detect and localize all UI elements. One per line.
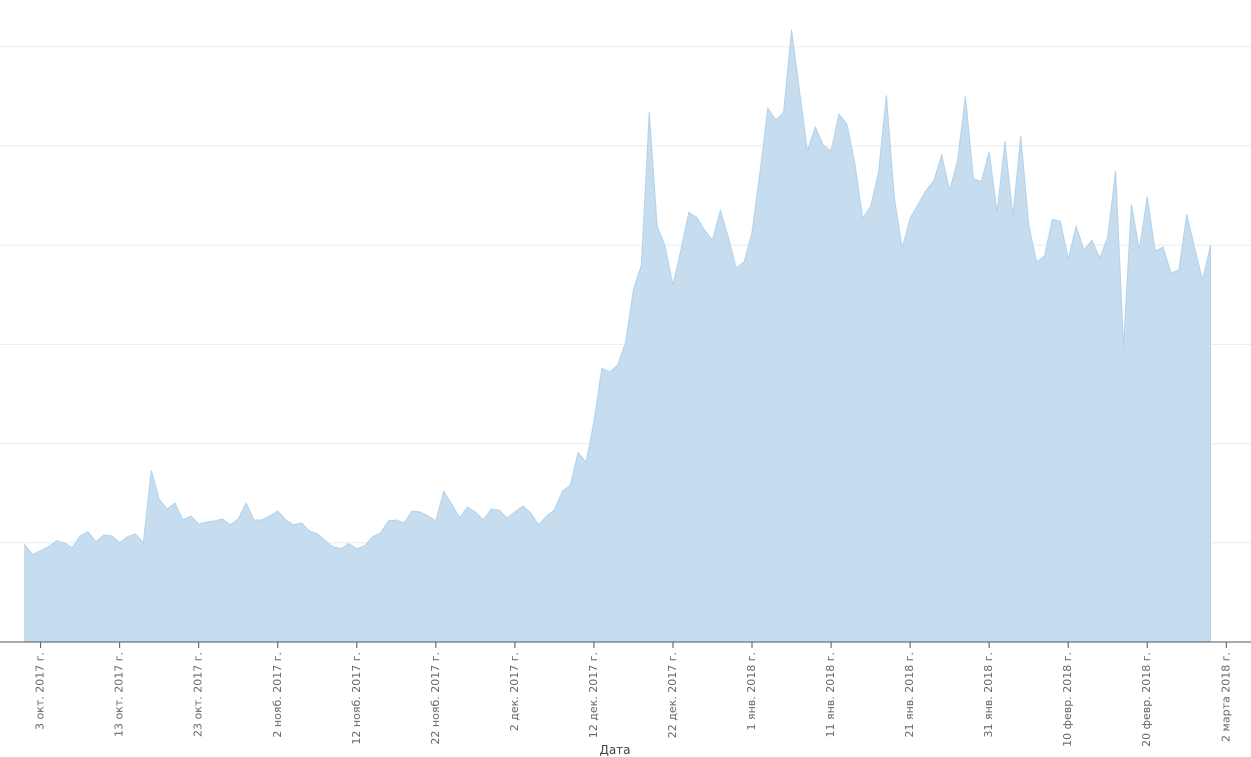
- x-tick-label: 10 февр. 2018 г.: [1061, 652, 1074, 747]
- x-tick-label: 20 февр. 2018 г.: [1140, 652, 1153, 747]
- x-tick-label: 23 окт. 2017 г.: [192, 652, 205, 737]
- x-tick-label: 11 янв. 2018 г.: [824, 652, 837, 738]
- x-tick-label: 2 дек. 2017 г.: [508, 652, 521, 731]
- x-tick-label: 2 марта 2018 г.: [1219, 652, 1232, 742]
- x-axis-title: Дата: [599, 743, 630, 757]
- x-tick-label: 21 янв. 2018 г.: [903, 652, 916, 738]
- x-tick-label: 12 дек. 2017 г.: [587, 652, 600, 738]
- x-tick-label: 22 дек. 2017 г.: [666, 652, 679, 738]
- x-tick-label: 31 янв. 2018 г.: [982, 652, 995, 738]
- x-tick-label: 3 окт. 2017 г.: [34, 652, 47, 730]
- x-tick-label: 22 нояб. 2017 г.: [429, 652, 442, 745]
- x-tick-label: 12 нояб. 2017 г.: [350, 652, 363, 745]
- x-tick-label: 13 окт. 2017 г.: [113, 652, 126, 737]
- x-tick-label: 2 нояб. 2017 г.: [271, 652, 284, 738]
- x-tick-label: 1 янв. 2018 г.: [745, 652, 758, 731]
- area: [24, 29, 1211, 643]
